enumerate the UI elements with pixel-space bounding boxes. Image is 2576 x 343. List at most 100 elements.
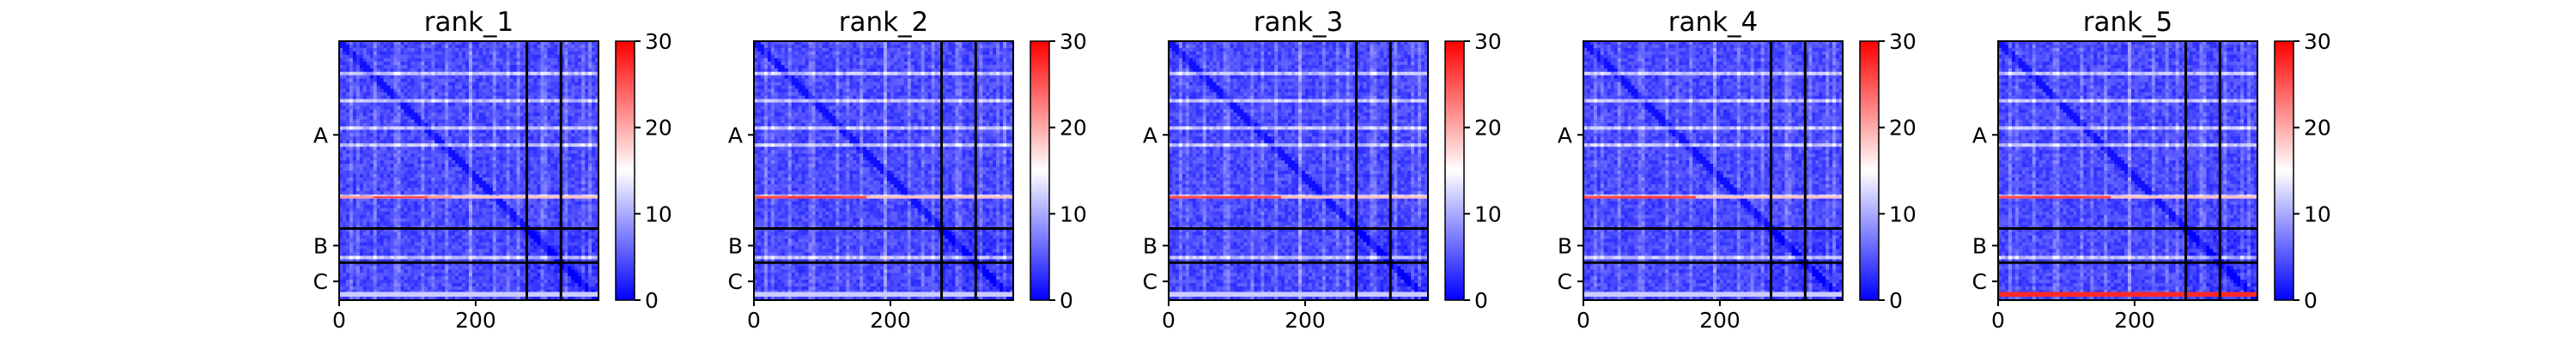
heatmap-cell: [581, 126, 586, 130]
heatmap-cell: [421, 164, 425, 168]
heatmap-cell: [424, 150, 428, 154]
heatmap-cell: [492, 133, 497, 137]
heatmap-cell: [455, 88, 459, 93]
heatmap-cell: [557, 245, 562, 250]
heatmap-cell: [533, 249, 538, 253]
heatmap-cell: [431, 129, 435, 134]
heatmap-cell: [452, 232, 456, 237]
heatmap-cell: [345, 105, 350, 111]
heatmap-cell: [445, 143, 449, 147]
heatmap-cell: [564, 204, 568, 209]
heatmap-cell: [339, 129, 343, 134]
heatmap-cell: [455, 157, 459, 161]
heatmap-cell: [537, 112, 542, 117]
heatmap-cell: [495, 126, 501, 130]
heatmap-cell: [574, 228, 579, 233]
heatmap-cell: [550, 190, 555, 196]
heatmap-cell: [441, 54, 446, 59]
heatmap-cell: [509, 221, 514, 226]
heatmap-cell: [568, 187, 572, 192]
heatmap-cell: [526, 68, 532, 73]
heatmap-cell: [523, 177, 528, 182]
heatmap-cell: [585, 167, 589, 172]
heatmap-cell: [564, 123, 568, 127]
heatmap-cell: [414, 64, 418, 69]
heatmap-cell: [544, 187, 548, 192]
heatmap-cell: [495, 143, 501, 147]
heatmap-cell: [386, 81, 392, 87]
heatmap-cell: [376, 143, 381, 147]
heatmap-cell: [530, 143, 535, 147]
heatmap-cell: [530, 173, 535, 178]
heatmap-cell: [462, 47, 466, 52]
heatmap-cell: [574, 88, 579, 93]
heatmap-cell: [359, 221, 364, 226]
heatmap-cell: [478, 44, 483, 49]
heatmap-cell: [397, 140, 402, 144]
heatmap-cell: [592, 157, 596, 161]
heatmap-cell: [366, 64, 371, 69]
heatmap-cell: [588, 123, 592, 127]
heatmap-cell: [478, 64, 483, 69]
heatmap-cell: [530, 85, 535, 90]
heatmap-cell: [342, 140, 347, 144]
heatmap-cell: [561, 201, 565, 206]
heatmap-cell: [407, 157, 412, 161]
heatmap-cell: [519, 116, 525, 120]
heatmap-cell: [495, 57, 501, 63]
heatmap-cell: [369, 259, 374, 263]
heatmap-cell: [424, 242, 428, 247]
heatmap-cell: [544, 116, 548, 120]
heatmap-cell: [469, 249, 473, 253]
heatmap-cell: [410, 85, 416, 90]
heatmap-cell: [421, 41, 425, 45]
heatmap-cell: [557, 190, 562, 196]
heatmap-cell: [561, 92, 565, 97]
heatmap-cell: [540, 190, 545, 196]
heatmap-cell: [445, 85, 449, 90]
heatmap-cell: [445, 173, 449, 178]
heatmap-cell: [526, 88, 532, 93]
heatmap-cell: [465, 167, 470, 172]
heatmap-cell: [421, 262, 425, 267]
heatmap-cell: [355, 157, 361, 161]
heatmap-cell: [592, 259, 596, 263]
heatmap-cell: [578, 133, 582, 137]
heatmap-cell: [475, 92, 480, 97]
heatmap-cell: [495, 41, 501, 45]
heatmap-cell: [475, 245, 480, 250]
heatmap-cell: [564, 71, 568, 76]
heatmap-cell: [588, 221, 592, 226]
heatmap-cell: [362, 61, 368, 66]
heatmap-cell: [557, 109, 562, 114]
heatmap-cell: [410, 136, 416, 141]
heatmap-cell: [445, 99, 449, 104]
heatmap-cell: [523, 204, 528, 209]
heatmap-cell: [417, 167, 422, 172]
heatmap-cell: [561, 61, 565, 66]
heatmap-cell: [421, 112, 425, 117]
heatmap-cell: [561, 68, 565, 73]
heatmap-cell: [349, 54, 354, 59]
heatmap-cell: [526, 44, 532, 49]
heatmap-cell: [482, 228, 487, 233]
heatmap-cell: [571, 232, 575, 237]
heatmap-cell: [471, 177, 477, 182]
heatmap-cell: [386, 51, 392, 56]
heatmap-cell: [509, 44, 514, 49]
heatmap-cell: [448, 184, 453, 189]
heatmap-cell: [513, 160, 518, 165]
heatmap-cell: [516, 245, 521, 250]
heatmap-cell: [554, 92, 558, 97]
heatmap-cell: [550, 61, 555, 66]
heatmap-cell: [452, 123, 456, 127]
heatmap-cell: [509, 126, 514, 130]
heatmap-cell: [383, 187, 388, 192]
heatmap-cell: [400, 109, 405, 114]
heatmap-cell: [499, 61, 504, 66]
heatmap-cell: [561, 225, 565, 230]
heatmap-cell: [428, 54, 432, 59]
heatmap-cell: [509, 78, 514, 83]
heatmap-cell: [568, 44, 572, 49]
heatmap-cell: [502, 75, 507, 80]
